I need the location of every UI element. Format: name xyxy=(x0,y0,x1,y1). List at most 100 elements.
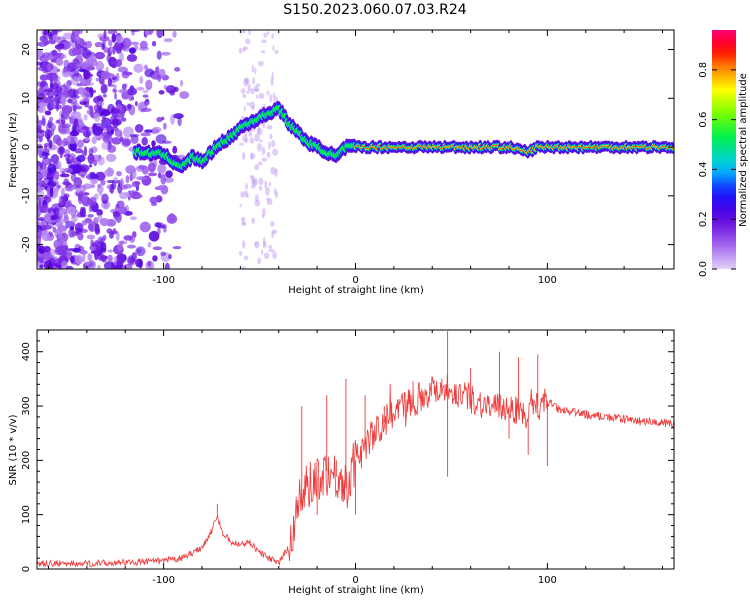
noise-blob xyxy=(157,163,167,174)
noise-blob xyxy=(55,100,60,112)
noise-blob xyxy=(126,244,137,249)
noise-blob xyxy=(62,196,66,207)
noise-blob xyxy=(243,255,249,261)
noise-blob xyxy=(255,94,259,99)
noise-blob xyxy=(246,102,251,106)
noise-blob xyxy=(57,208,68,215)
noise-blob xyxy=(100,83,108,94)
noise-blob xyxy=(69,130,80,137)
noise-blob xyxy=(152,246,163,251)
noise-blob xyxy=(79,62,88,68)
noise-blob xyxy=(246,77,250,85)
noise-blob xyxy=(246,90,250,94)
noise-blob xyxy=(83,146,87,157)
noise-blob xyxy=(61,260,68,269)
noise-blob xyxy=(37,114,40,126)
noise-blob xyxy=(93,159,98,167)
noise-blob xyxy=(101,79,105,87)
noise-blob xyxy=(101,142,109,150)
p1-ytick-label: -10 xyxy=(21,188,32,204)
noise-blob xyxy=(142,89,150,94)
noise-blob xyxy=(115,231,120,241)
noise-blob xyxy=(51,215,59,220)
noise-blob xyxy=(71,47,82,56)
noise-blob xyxy=(114,92,118,100)
noise-blob xyxy=(248,30,251,36)
noise-blob xyxy=(66,161,72,165)
noise-blob xyxy=(40,224,52,230)
noise-blob xyxy=(88,223,94,232)
noise-blob xyxy=(100,71,111,80)
noise-blob xyxy=(174,67,181,72)
noise-blob xyxy=(263,32,267,38)
noise-blob xyxy=(86,234,96,240)
noise-blob xyxy=(239,203,242,208)
noise-blob xyxy=(43,30,48,36)
noise-blob xyxy=(37,147,42,156)
noise-blob xyxy=(268,248,275,253)
noise-blob xyxy=(74,254,84,265)
noise-blob xyxy=(71,229,76,238)
noise-blob xyxy=(57,140,66,148)
p1-ytick-label: 20 xyxy=(21,43,32,56)
noise-blob xyxy=(273,188,277,195)
noise-blob xyxy=(109,45,113,53)
noise-blob xyxy=(79,250,88,255)
noise-blob xyxy=(258,92,265,100)
noise-blob xyxy=(58,195,63,205)
noise-blob xyxy=(39,264,44,269)
noise-blob xyxy=(172,145,178,154)
noise-blob xyxy=(147,162,156,173)
noise-blob xyxy=(266,31,270,36)
noise-blob xyxy=(37,179,43,186)
noise-blob xyxy=(63,84,69,95)
noise-blob xyxy=(271,33,274,40)
noise-blob xyxy=(95,77,100,82)
noise-blob xyxy=(37,160,43,171)
noise-blob xyxy=(102,234,107,241)
noise-blob xyxy=(173,113,184,119)
noise-blob xyxy=(136,86,145,91)
noise-blob xyxy=(77,116,84,126)
noise-blob xyxy=(37,81,41,87)
noise-blob xyxy=(111,137,122,145)
noise-blob xyxy=(61,123,71,129)
noise-blob xyxy=(106,228,113,234)
noise-blob xyxy=(78,30,83,35)
noise-blob xyxy=(242,240,246,249)
noise-blob xyxy=(43,144,48,149)
noise-blob xyxy=(92,89,96,94)
noise-blob xyxy=(72,104,77,113)
noise-blob xyxy=(111,33,117,43)
noise-blob xyxy=(149,196,158,204)
noise-blob xyxy=(265,186,270,196)
noise-blob xyxy=(37,228,42,239)
noise-blob xyxy=(161,51,171,56)
noise-blob xyxy=(128,190,138,197)
noise-blob xyxy=(111,108,121,114)
noise-blob xyxy=(68,98,78,105)
noise-blob xyxy=(93,104,100,112)
noise-blob xyxy=(274,168,278,172)
noise-blob xyxy=(64,149,70,155)
p2-ytick-label: 100 xyxy=(21,505,32,524)
noise-blob xyxy=(105,153,117,162)
noise-blob xyxy=(94,171,106,181)
noise-blob xyxy=(83,82,95,86)
noise-blob xyxy=(87,105,93,110)
noise-blob xyxy=(245,182,249,191)
noise-blob xyxy=(87,213,94,218)
noise-blob xyxy=(94,250,99,261)
noise-blob xyxy=(257,257,262,265)
noise-blob xyxy=(148,230,160,242)
noise-blob xyxy=(122,40,127,51)
noise-blob xyxy=(270,166,276,175)
noise-blob xyxy=(96,185,104,194)
noise-blob xyxy=(115,45,122,54)
noise-blob xyxy=(264,180,268,189)
colorbar-tick-label: 0.8 xyxy=(698,62,709,78)
noise-blob xyxy=(112,211,121,217)
noise-blob xyxy=(97,156,105,166)
noise-blob xyxy=(242,93,247,99)
